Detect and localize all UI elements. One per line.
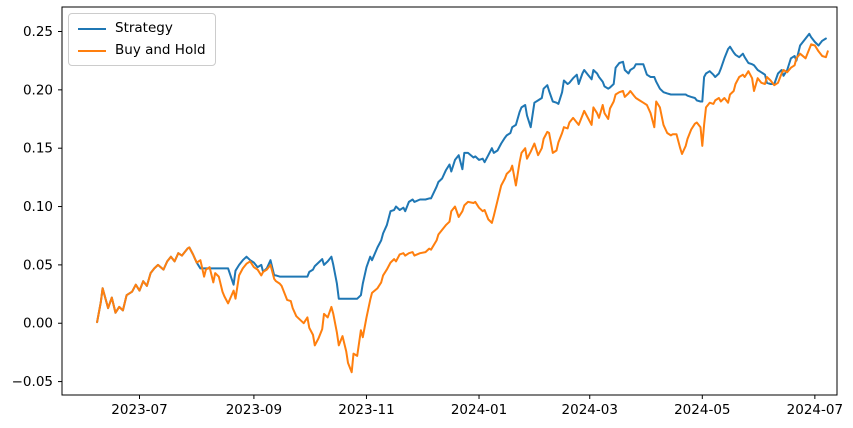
legend-entry-strategy: Strategy bbox=[78, 20, 206, 37]
x-tick-label: 2023-11 bbox=[338, 402, 394, 418]
x-tick-label: 2023-09 bbox=[226, 402, 282, 418]
y-tick-label: 0.20 bbox=[23, 82, 53, 98]
buy-and-hold-line bbox=[96, 43, 829, 374]
strategy-line bbox=[96, 32, 827, 324]
legend-label-strategy: Strategy bbox=[115, 20, 173, 36]
x-tick-label: 2024-05 bbox=[674, 402, 730, 418]
x-tick-label: 2024-01 bbox=[451, 402, 507, 418]
y-tick-label: 0.10 bbox=[23, 199, 53, 215]
strategy-line-swatch bbox=[78, 27, 106, 30]
legend-label-buy-and-hold: Buy and Hold bbox=[115, 42, 206, 58]
x-tick-label: 2023-07 bbox=[111, 402, 167, 418]
buy-and-hold-line-swatch bbox=[78, 49, 106, 52]
y-tick-label: 0.00 bbox=[23, 316, 53, 332]
plot-border bbox=[61, 6, 838, 396]
y-tick-label: 0.15 bbox=[23, 141, 53, 157]
x-tick-label: 2024-03 bbox=[562, 402, 618, 418]
y-tick-label: 0.25 bbox=[23, 24, 53, 40]
x-tick-label: 2024-07 bbox=[787, 402, 843, 418]
y-tick-label: −0.05 bbox=[12, 374, 53, 390]
y-tick-label: 0.05 bbox=[23, 257, 53, 273]
legend-entry-buy-and-hold: Buy and Hold bbox=[78, 42, 206, 59]
legend: Strategy Buy and Hold bbox=[68, 13, 216, 66]
